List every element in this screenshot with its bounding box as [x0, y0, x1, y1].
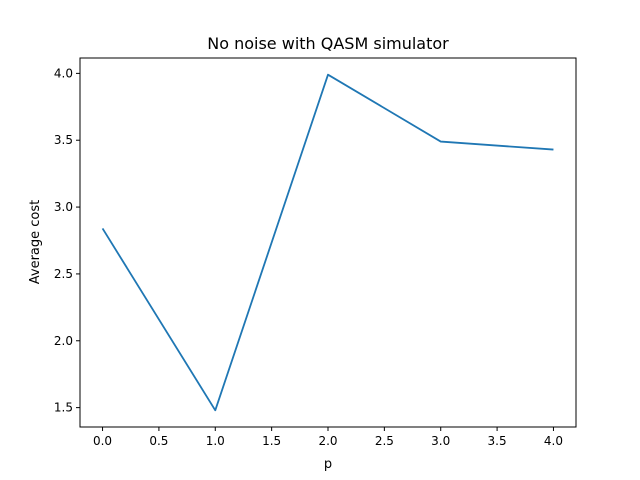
- y-axis: 1.5 2.0 2.5 3.0 3.5 4.0: [54, 66, 80, 415]
- series-line: [101, 73, 554, 412]
- y-axis-label: Average cost: [28, 200, 43, 285]
- x-axis: 0.0 0.5 1.0 1.5 2.0 2.5 3.0 3.5 4.0: [93, 427, 563, 448]
- x-tick-label: 3.5: [488, 434, 507, 448]
- x-tick-label: 3.0: [431, 434, 450, 448]
- x-tick-label: 1.5: [262, 434, 281, 448]
- y-tick-label: 4.0: [54, 66, 73, 80]
- series-layer: [101, 73, 554, 412]
- y-tick-label: 3.0: [54, 200, 73, 214]
- y-tick-label: 2.5: [54, 267, 73, 281]
- x-tick-label: 2.5: [375, 434, 394, 448]
- chart-title: No noise with QASM simulator: [207, 34, 449, 53]
- x-tick-label: 4.0: [544, 434, 563, 448]
- y-tick-label: 3.5: [54, 133, 73, 147]
- x-tick-label: 0.0: [93, 434, 112, 448]
- x-tick-label: 1.0: [206, 434, 225, 448]
- x-tick-label: 2.0: [318, 434, 337, 448]
- y-tick-label: 2.0: [54, 334, 73, 348]
- y-tick-label: 1.5: [54, 401, 73, 415]
- x-tick-label: 0.5: [149, 434, 168, 448]
- plot-frame: [79, 57, 577, 428]
- x-axis-label: p: [324, 457, 332, 472]
